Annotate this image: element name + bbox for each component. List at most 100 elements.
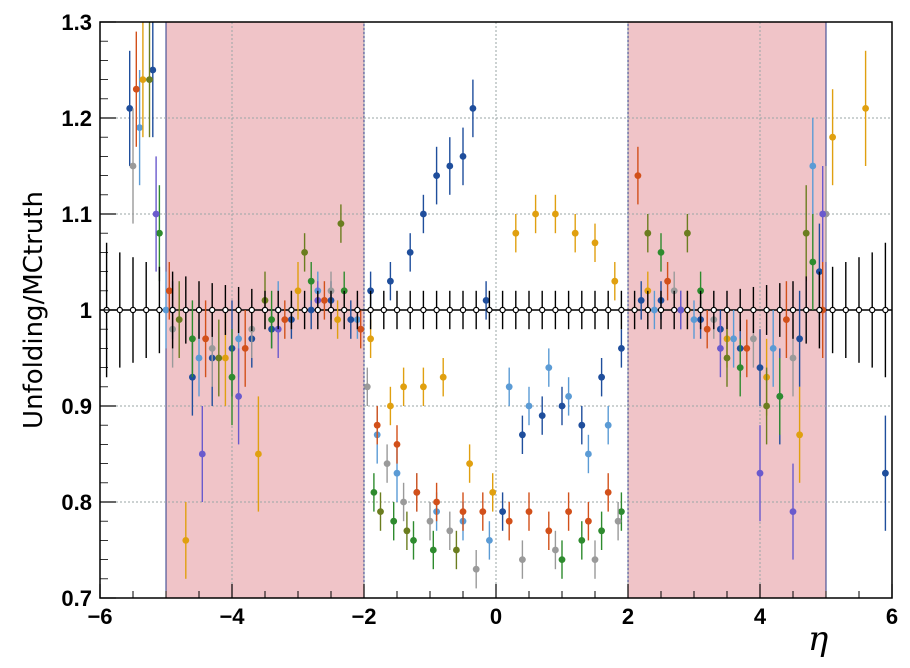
data-point (703, 325, 711, 333)
data-point (750, 335, 757, 343)
data-point (453, 546, 460, 554)
data-point (690, 316, 698, 323)
data-point (459, 306, 467, 314)
data-point (882, 469, 889, 477)
data-point (486, 306, 493, 314)
data-point (459, 508, 467, 515)
y-axis-label: Unfolding/MCtruth (19, 191, 49, 429)
series-7 (129, 108, 830, 589)
data-point (783, 316, 790, 323)
data-point (604, 489, 612, 496)
data-point (380, 306, 387, 314)
data-point (756, 469, 764, 477)
data-point (420, 210, 427, 218)
data-point (228, 373, 236, 381)
data-point (202, 335, 210, 343)
data-point (129, 162, 137, 170)
data-point (611, 277, 619, 285)
data-point (357, 325, 365, 333)
data-point (816, 306, 823, 314)
data-point (631, 306, 638, 314)
data-point (869, 306, 876, 314)
data-point (446, 162, 454, 170)
data-point (235, 393, 243, 400)
data-point (466, 460, 473, 467)
y-tick-label: 0.8 (61, 490, 92, 515)
data-point (393, 441, 401, 448)
data-point (763, 402, 770, 410)
data-point (644, 229, 652, 237)
data-point (334, 316, 341, 323)
data-point (235, 335, 243, 343)
data-point (390, 517, 398, 525)
data-point (671, 306, 678, 314)
data-point (571, 229, 579, 237)
data-point (489, 489, 497, 496)
data-point (605, 306, 612, 314)
x-tick-label: 4 (754, 604, 767, 629)
data-point (743, 345, 751, 352)
data-point (634, 172, 642, 180)
data-point (525, 306, 533, 314)
data-point (809, 258, 817, 266)
data-point (789, 306, 797, 314)
data-point (241, 345, 249, 352)
data-point (657, 249, 665, 256)
data-points (103, 22, 889, 589)
data-point (538, 412, 546, 419)
data-point (222, 354, 229, 362)
data-point (307, 277, 315, 285)
data-point (222, 306, 229, 314)
data-point (482, 297, 490, 304)
data-point (347, 316, 355, 323)
data-point (275, 306, 282, 314)
data-point (736, 364, 744, 371)
data-point (525, 402, 533, 410)
data-point (585, 517, 592, 525)
data-point (604, 421, 612, 429)
data-point (684, 306, 691, 314)
series-5 (156, 185, 817, 579)
data-point (796, 335, 803, 343)
data-point (618, 306, 625, 314)
data-point (565, 508, 572, 515)
series-4 (132, 31, 827, 550)
data-point (479, 508, 487, 515)
data-point (149, 66, 157, 74)
y-tick-label: 1.3 (61, 10, 92, 35)
y-axis-ticks: 0.7 0.8 0.9 1 1.1 1.2 1.3 (61, 10, 116, 611)
data-point (677, 306, 685, 314)
data-point (410, 537, 417, 544)
data-point (248, 306, 255, 314)
data-point (439, 373, 447, 381)
data-point (403, 527, 411, 535)
y-tick-label: 0.7 (61, 586, 92, 611)
data-point (756, 364, 764, 371)
x-tick-label: −2 (351, 604, 376, 629)
data-point (486, 537, 493, 544)
data-point (420, 306, 427, 314)
data-point (126, 105, 134, 112)
data-point (591, 306, 599, 314)
data-point (591, 239, 599, 247)
data-point (294, 287, 302, 295)
data-point (314, 306, 321, 314)
data-point (387, 402, 394, 410)
data-point (578, 421, 586, 429)
data-point (710, 306, 718, 314)
x-tick-label: 6 (886, 604, 898, 629)
data-point (552, 306, 559, 314)
data-point (281, 316, 289, 323)
data-point (552, 210, 559, 218)
data-point (406, 249, 414, 256)
data-point (565, 306, 572, 314)
data-point (139, 76, 147, 83)
data-point (169, 306, 176, 314)
data-point (664, 277, 671, 285)
data-point (598, 373, 605, 381)
data-point (393, 469, 401, 477)
data-point (591, 556, 599, 563)
data-point (614, 517, 622, 525)
data-point (182, 306, 189, 314)
